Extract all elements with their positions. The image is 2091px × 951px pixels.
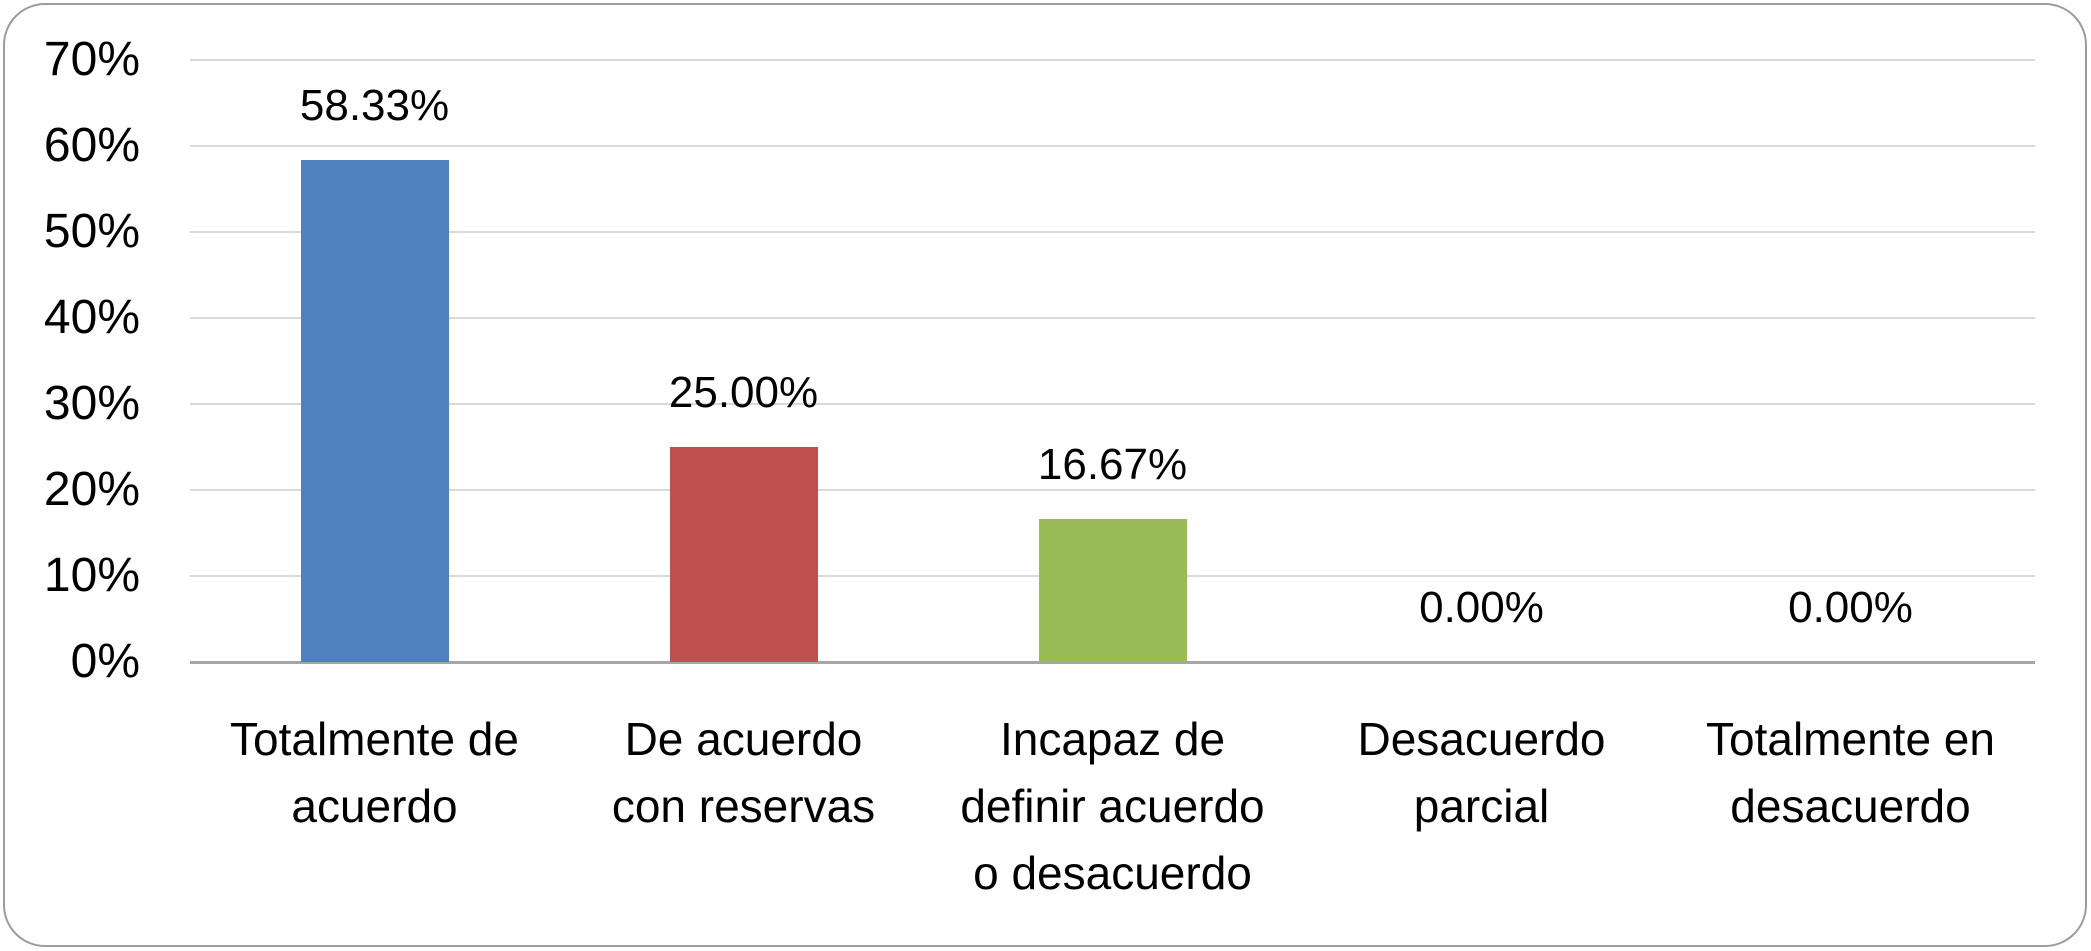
category-label: Totalmente de acuerdo — [230, 713, 519, 832]
data-label: 58.33% — [299, 81, 450, 131]
category-label: Incapaz de definir acuerdo o desacuerdo — [960, 713, 1265, 899]
category-label: Totalmente en desacuerdo — [1706, 713, 1995, 832]
y-axis-tick-label: 40% — [43, 291, 140, 344]
x-axis-baseline — [190, 661, 2035, 664]
data-label: 0.00% — [1788, 583, 1913, 632]
bar-2 — [669, 447, 818, 662]
gridline — [190, 489, 2035, 491]
gridline — [190, 403, 2035, 405]
y-axis-tick-labels: 70% 60% 50% 40% 30% 20% 10% 0% — [18, 36, 140, 686]
data-label: 16.67% — [1037, 439, 1188, 489]
y-axis-tick-label: 50% — [43, 205, 140, 258]
plot-area: 58.33% 25.00% 16.67% 0.00% 0.00% — [190, 59, 2035, 664]
y-axis-tick-label: 60% — [43, 119, 140, 172]
bar-3 — [1038, 518, 1187, 662]
y-axis-tick-label: 10% — [43, 549, 140, 602]
gridline — [190, 59, 2035, 61]
data-label: 0.00% — [1419, 583, 1544, 632]
data-label: 25.00% — [668, 368, 819, 417]
gridline — [190, 317, 2035, 319]
gridline — [190, 231, 2035, 233]
y-axis-tick-label: 0% — [70, 635, 140, 688]
x-axis-category-labels: Totalmente de acuerdo De acuerdo con rese… — [190, 706, 2035, 907]
gridline — [190, 145, 2035, 147]
y-axis-tick-label: 20% — [43, 463, 140, 516]
bar-1 — [300, 160, 449, 662]
category-label: De acuerdo con reservas — [611, 713, 876, 832]
y-axis-tick-label: 70% — [43, 33, 140, 86]
category-label: Desacuerdo parcial — [1357, 713, 1606, 832]
y-axis-tick-label: 30% — [43, 377, 140, 430]
